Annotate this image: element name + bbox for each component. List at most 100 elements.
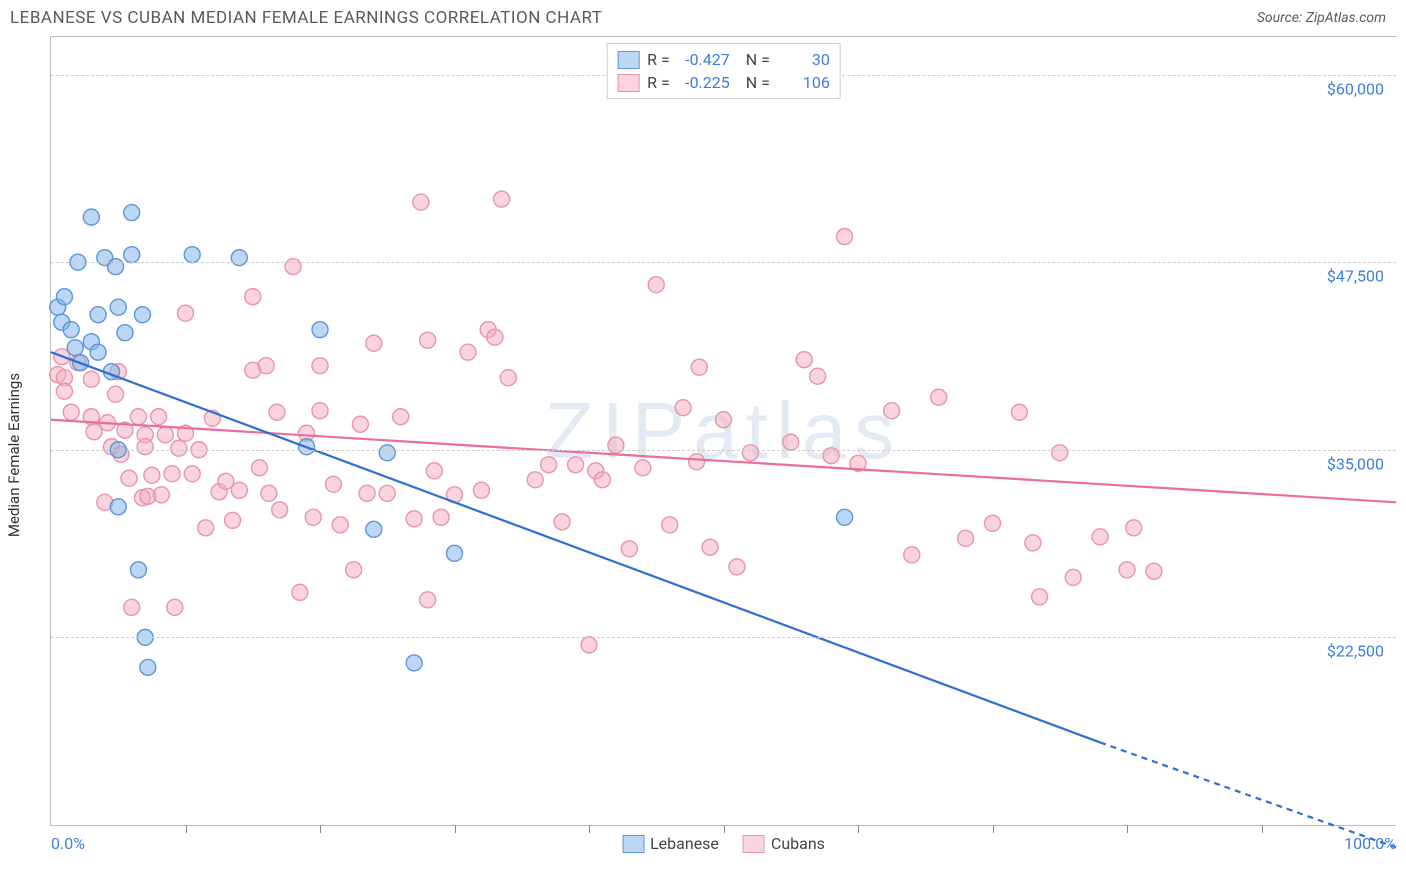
scatter-point [460, 344, 476, 360]
scatter-point [500, 370, 516, 386]
scatter-point [487, 329, 503, 345]
scatter-point [134, 307, 150, 323]
scatter-point [117, 325, 133, 341]
scatter-point [83, 371, 99, 387]
n-value-cuban: 106 [778, 73, 830, 92]
scatter-point [292, 584, 308, 600]
scatter-point [231, 250, 247, 266]
scatter-point [366, 335, 382, 351]
scatter-point [366, 521, 382, 537]
scatter-point [904, 547, 920, 563]
trend-line [51, 352, 1100, 742]
scatter-point [420, 332, 436, 348]
grid-line [51, 262, 1396, 263]
scatter-point [635, 460, 651, 476]
scatter-point [285, 259, 301, 275]
scatter-point [648, 277, 664, 293]
scatter-point [494, 191, 510, 207]
scatter-point [393, 409, 409, 425]
scatter-point [130, 562, 146, 578]
chart-plot-area: ZIPatlas R = -0.427 N = 30 R = -0.225 N … [50, 36, 1396, 826]
scatter-point [178, 305, 194, 321]
scatter-point [124, 599, 140, 615]
scatter-point [137, 439, 153, 455]
y-axis-label: Median Female Earnings [5, 373, 23, 537]
x-tick [589, 825, 590, 833]
scatter-point [225, 512, 241, 528]
legend-swatch-cuban [617, 74, 639, 92]
n-label: N = [738, 50, 770, 69]
scatter-point [608, 437, 624, 453]
scatter-point [568, 457, 584, 473]
scatter-point [121, 470, 137, 486]
scatter-point [164, 466, 180, 482]
scatter-point [420, 592, 436, 608]
scatter-point [261, 485, 277, 501]
scatter-point [258, 358, 274, 374]
x-tick [1262, 825, 1263, 833]
scatter-point [325, 476, 341, 492]
scatter-point [473, 482, 489, 498]
x-axis-max-label: 100.0% [1344, 834, 1396, 853]
n-value-lebanese: 30 [778, 50, 830, 69]
scatter-point [554, 514, 570, 530]
scatter-svg [51, 37, 1396, 825]
scatter-point [198, 520, 214, 536]
scatter-point [245, 289, 261, 305]
scatter-point [305, 509, 321, 525]
scatter-point [541, 457, 557, 473]
scatter-point [1119, 562, 1135, 578]
scatter-point [157, 427, 173, 443]
scatter-point [433, 509, 449, 525]
scatter-point [1092, 529, 1108, 545]
scatter-point [1126, 520, 1142, 536]
scatter-point [985, 515, 1001, 531]
scatter-point [702, 539, 718, 555]
scatter-point [90, 307, 106, 323]
scatter-point [958, 530, 974, 546]
scatter-point [426, 463, 442, 479]
legend-row-cuban: R = -0.225 N = 106 [617, 71, 830, 94]
legend-swatch-cuban [743, 835, 765, 853]
scatter-point [884, 403, 900, 419]
grid-line [51, 637, 1396, 638]
x-tick [1127, 825, 1128, 833]
r-label: R = [647, 50, 670, 69]
scatter-point [346, 562, 362, 578]
grid-line [51, 450, 1396, 451]
scatter-point [108, 386, 124, 402]
scatter-point [167, 599, 183, 615]
scatter-point [184, 247, 200, 263]
scatter-point [312, 358, 328, 374]
scatter-point [140, 659, 156, 675]
scatter-point [1052, 445, 1068, 461]
legend-correlation-box: R = -0.427 N = 30 R = -0.225 N = 106 [606, 43, 841, 99]
scatter-point [90, 344, 106, 360]
scatter-point [130, 409, 146, 425]
scatter-point [63, 322, 79, 338]
scatter-point [124, 247, 140, 263]
scatter-point [312, 322, 328, 338]
scatter-point [1032, 589, 1048, 605]
legend-label-cuban: Cubans [771, 834, 825, 853]
scatter-point [63, 404, 79, 420]
y-tick-label: $35,000 [1327, 454, 1384, 473]
scatter-point [675, 400, 691, 416]
x-tick [858, 825, 859, 833]
scatter-point [153, 487, 169, 503]
scatter-point [124, 205, 140, 221]
scatter-point [1011, 404, 1027, 420]
scatter-point [67, 340, 83, 356]
scatter-point [621, 541, 637, 557]
chart-header: LEBANESE VS CUBAN MEDIAN FEMALE EARNINGS… [0, 0, 1406, 32]
scatter-point [742, 445, 758, 461]
scatter-point [108, 259, 124, 275]
r-value-lebanese: -0.427 [678, 50, 730, 69]
scatter-point [810, 368, 826, 384]
scatter-point [231, 482, 247, 498]
scatter-point [406, 511, 422, 527]
scatter-point [110, 299, 126, 315]
scatter-point [447, 545, 463, 561]
scatter-point [729, 559, 745, 575]
trend-line [1100, 742, 1396, 847]
